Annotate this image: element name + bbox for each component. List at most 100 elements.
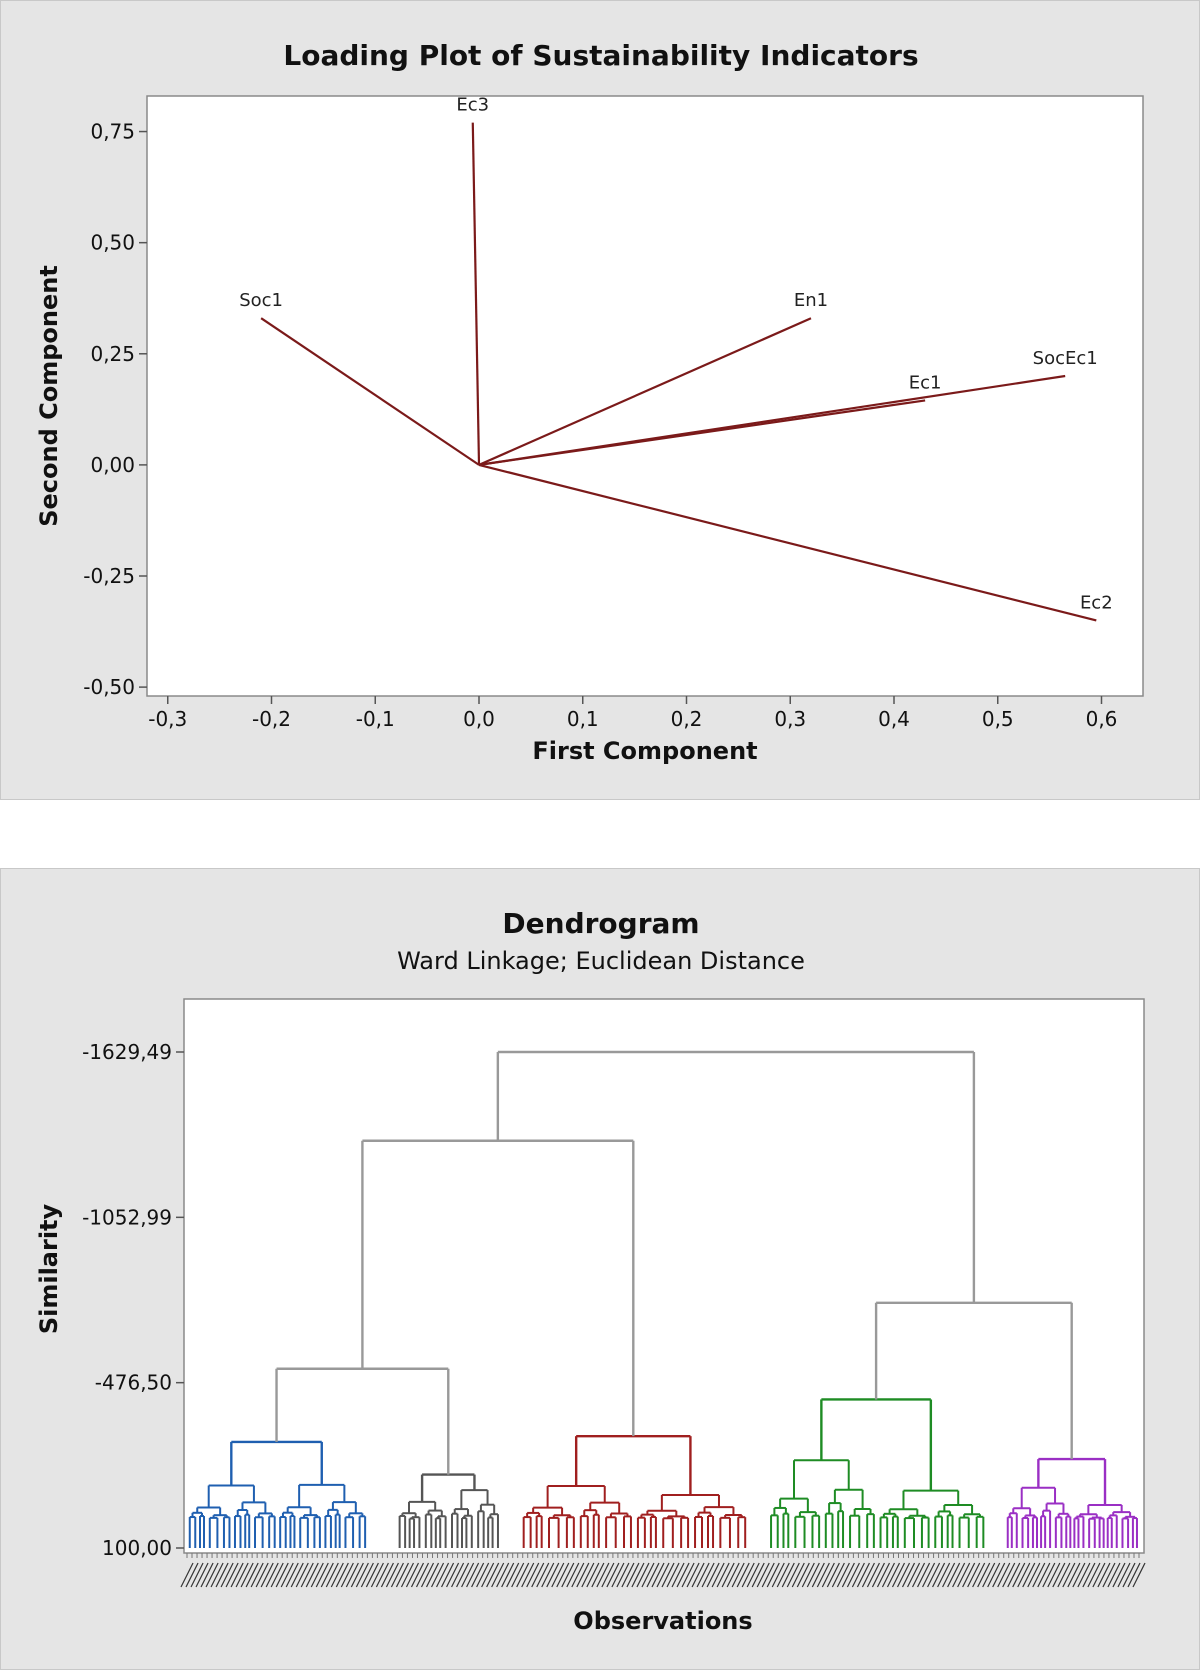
x-tick-label: 0,5 (982, 707, 1014, 731)
leaf-label (501, 1562, 515, 1588)
leaf-label (896, 1562, 911, 1588)
leaf-label (771, 1562, 785, 1588)
x-tick-label: 0,2 (671, 707, 703, 731)
leaf-label (360, 1562, 374, 1588)
leaf-label (836, 1562, 850, 1588)
leaf-label (456, 1562, 470, 1588)
leaf-label (1047, 1562, 1061, 1588)
leaf-label (601, 1562, 615, 1588)
leaf-label (415, 1562, 430, 1588)
leaf-label (476, 1562, 490, 1588)
dendrogram-links (188, 1050, 1138, 1548)
leaf-label (741, 1562, 755, 1588)
leaf-label (621, 1562, 635, 1588)
leaf-label (1107, 1562, 1121, 1588)
y-tick-label: 100,00 (102, 1536, 172, 1560)
dendrogram-panel: Dendrogram Ward Linkage; Euclidean Dista… (0, 868, 1200, 1670)
leaf-label (385, 1562, 399, 1588)
leaf-label (506, 1562, 520, 1588)
leaf-label (330, 1562, 344, 1588)
y-tick-label: -1052,99 (82, 1205, 172, 1229)
leaf-label (636, 1562, 650, 1588)
leaf-label (856, 1562, 870, 1588)
leaf-label (1127, 1562, 1141, 1588)
leaf-label (195, 1562, 209, 1588)
leaf-label (1012, 1562, 1026, 1588)
leaf-label (831, 1562, 845, 1588)
leaf-label (781, 1562, 795, 1588)
leaf-label (886, 1562, 901, 1588)
leaf-label (891, 1562, 906, 1588)
leaf-label (696, 1562, 710, 1588)
x-axis-title: First Component (532, 737, 757, 765)
x-tick-label: -0,3 (148, 707, 187, 731)
leaf-label (1057, 1562, 1071, 1588)
y-tick-label: 0,25 (90, 342, 135, 366)
leaf-label (666, 1562, 680, 1588)
leaf-label (646, 1562, 660, 1588)
vector-label: Soc1 (239, 290, 283, 311)
leaf-label (1062, 1562, 1076, 1588)
leaf-label (1102, 1562, 1116, 1588)
leaf-label (215, 1562, 229, 1588)
leaf-label (280, 1562, 294, 1588)
leaf-label (365, 1562, 379, 1588)
leaf-label (922, 1562, 936, 1588)
leaf-label (596, 1562, 610, 1588)
leaf-label (671, 1562, 685, 1588)
leaf-label (937, 1562, 951, 1588)
leaf-label (1052, 1562, 1066, 1588)
leaf-label (285, 1562, 299, 1588)
leaf-label (481, 1562, 495, 1588)
leaf-label (566, 1562, 580, 1588)
y-axis-title: Similarity (35, 1203, 63, 1334)
leaf-label (1112, 1562, 1126, 1588)
observation-leaves (180, 1553, 1146, 1588)
leaf-label (676, 1562, 690, 1588)
leaf-label (997, 1562, 1011, 1588)
leaf-label (711, 1562, 725, 1588)
leaf-label (811, 1562, 825, 1588)
x-tick-label: 0,0 (463, 707, 495, 731)
leaf-label (871, 1562, 885, 1588)
leaf-label (912, 1562, 926, 1588)
x-axis-title: Observations (573, 1607, 752, 1635)
leaf-label (751, 1562, 765, 1588)
leaf-label (400, 1562, 414, 1588)
leaf-label (701, 1562, 715, 1588)
x-tick-label: 0,4 (878, 707, 910, 731)
leaf-label (350, 1562, 364, 1588)
leaf-label (1082, 1562, 1096, 1588)
leaf-label (270, 1562, 284, 1588)
leaf-label (927, 1562, 941, 1588)
leaf-label (917, 1562, 931, 1588)
leaf-label (992, 1562, 1006, 1588)
leaf-label (901, 1562, 916, 1588)
loading-vector-ec3 (471, 122, 481, 465)
leaf-label (380, 1562, 394, 1588)
leaf-label (761, 1562, 775, 1588)
leaf-label (952, 1562, 966, 1588)
leaf-label (846, 1562, 860, 1588)
leaf-label (496, 1562, 510, 1588)
loading-plot-panel: Loading Plot of Sustainability Indicator… (0, 0, 1200, 800)
leaf-label (1072, 1562, 1086, 1588)
dendrogram-chart: Dendrogram Ward Linkage; Euclidean Dista… (35, 907, 1146, 1635)
leaf-label (571, 1562, 585, 1588)
leaf-label (1042, 1562, 1056, 1588)
leaf-label (962, 1562, 976, 1588)
leaf-label (546, 1562, 560, 1588)
y-tick-label: -0,50 (83, 675, 135, 699)
leaf-label (1017, 1562, 1031, 1588)
leaf-label (345, 1562, 359, 1588)
leaf-label (716, 1562, 730, 1588)
leaf-label (1122, 1562, 1136, 1588)
leaf-label (606, 1562, 620, 1588)
loading-vector-ec1 (478, 399, 926, 466)
x-axis: -0,3 -0,2 -0,1 0,0 0,1 0,2 0,3 0,4 0,5 0,6 (148, 696, 1117, 731)
leaf-label (686, 1562, 700, 1588)
leaf-label (446, 1562, 460, 1588)
vector-label: Ec3 (456, 95, 489, 116)
x-tick-label: 0,6 (1086, 707, 1118, 731)
leaf-label (245, 1562, 259, 1588)
